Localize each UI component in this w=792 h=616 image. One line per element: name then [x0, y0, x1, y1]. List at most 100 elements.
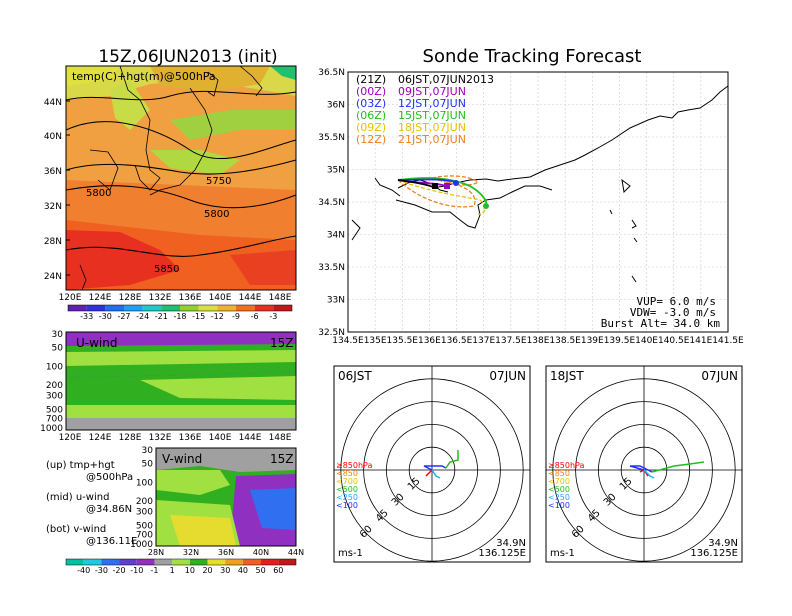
track-lon-tick: 141E: [689, 336, 712, 346]
wind-colorbar-swatch: [83, 559, 102, 565]
tracking-lon-ticks: 134.5E 135E 135.5E 136E 136.5E 137E 137.5E 138E…: [332, 336, 744, 346]
track-lat-tick: 34.5N: [318, 198, 345, 208]
wind-colorbar-label: 10: [185, 566, 195, 575]
temp-lat-tick: 36N: [44, 167, 62, 177]
wind-colorbar-label: 30: [220, 566, 230, 575]
uwind-section: U-wind 15Z: [65, 331, 297, 431]
legend-bot: (bot) v-wind: [46, 524, 106, 535]
wind-colorbar-swatch: [136, 559, 155, 565]
polar-legend-item: <850: [548, 469, 570, 478]
vwind-pressure-tick: 50: [142, 460, 154, 470]
uwind-pressure-tick: 30: [52, 330, 64, 340]
launch-time: 09JST,07JUN: [398, 85, 466, 98]
polar-legend-item: ≥850hPa: [548, 461, 585, 470]
temp-colorbar-swatch: [236, 305, 255, 311]
temp-colorbar-label: -33: [80, 312, 93, 321]
polar-lat: 34.9N: [496, 538, 526, 549]
launch-code: (06Z): [356, 109, 386, 122]
temp-colorbar-swatch: [142, 305, 162, 311]
uwind-lon-tick: 136E: [179, 433, 202, 443]
wind-colorbar-swatch: [154, 559, 173, 565]
polar-lon: 136.125E: [478, 548, 526, 559]
temp-lon-tick: 132E: [149, 293, 172, 303]
wind-colorbar-swatch: [66, 559, 84, 565]
temp-lon-tick: 124E: [89, 293, 112, 303]
vup-param: VUP= 6.0 m/s: [637, 295, 716, 308]
temp-lat-tick: 28N: [44, 237, 62, 247]
track-lon-tick: 141.5E: [712, 336, 744, 346]
temp-lon-tick: 136E: [179, 293, 202, 303]
polar-legend-item: <700: [336, 477, 358, 486]
temp-colorbar-label: -6: [251, 312, 259, 321]
vwind-lat-tick: 32N: [183, 548, 199, 557]
temp-map-lat-ticks: 44N 40N 36N 32N 28N 24N: [44, 98, 70, 282]
vwind-pressure-tick: 700: [136, 530, 153, 540]
vwind-lat-tick: 36N: [218, 548, 234, 557]
polar-unit: ms-1: [338, 548, 363, 559]
temp-colorbar-label: -24: [136, 312, 149, 321]
wind-colorbar-swatch: [189, 559, 208, 565]
uwind-time: 15Z: [270, 336, 294, 350]
temp-colorbar-swatch: [161, 305, 180, 311]
polar-legend-item: <700: [548, 477, 570, 486]
wind-colorbar: -40 -30 -20 -10 -1 1 10 20 30 40 50 60: [65, 558, 297, 575]
temp-colorbar-label: -12: [211, 312, 224, 321]
contour-label-5850: 5850: [154, 264, 179, 275]
polar-legend-item: <250: [336, 493, 358, 502]
temp-colorbar-label: -3: [269, 312, 277, 321]
temp-lat-tick: 40N: [44, 132, 62, 142]
right-title: Sonde Tracking Forecast: [423, 46, 642, 67]
track-lat-tick: 32.5N: [318, 328, 345, 338]
temp-map-lon-ticks: 120E 124E 128E 132E 136E 140E 144E 148E: [59, 293, 292, 303]
uwind-lon-ticks: 120E 124E 128E 132E 136E 140E 144E 148E: [59, 433, 292, 443]
panel-legend: (up) tmp+hgt @500hPa (mid) u-wind @34.86…: [46, 460, 137, 547]
vwind-pressure-tick: 200: [136, 497, 153, 507]
vwind-pressure-tick: 1000: [130, 540, 153, 550]
wind-colorbar-label: -30: [95, 566, 108, 575]
uwind-pressure-tick: 50: [52, 344, 64, 354]
temp-colorbar-label: -21: [155, 312, 168, 321]
uwind-lon-tick: 120E: [59, 433, 82, 443]
temp-colorbar-label: -18: [173, 312, 186, 321]
polar-legend-item: <250: [548, 493, 570, 502]
wind-colorbar-label: 60: [273, 566, 283, 575]
wind-colorbar-label: -10: [130, 566, 143, 575]
uwind-lon-tick: 128E: [119, 433, 142, 443]
launch-code: (12Z): [356, 133, 386, 146]
temp-colorbar-label: -9: [232, 312, 240, 321]
legend-up: (up) tmp+hgt: [46, 460, 115, 471]
polar-track: [629, 465, 653, 473]
launch-code: (00Z): [356, 85, 386, 98]
vwind-lat-ticks: 28N 32N 36N 40N 44N: [148, 548, 304, 557]
uwind-pressure-tick: 500: [46, 405, 63, 415]
temp-colorbar-frame: [67, 304, 293, 312]
wind-colorbar-swatch: [225, 559, 243, 565]
track-lon-tick: 136.5E: [441, 336, 473, 346]
uwind-pressure-tick: 100: [46, 362, 63, 372]
temp-lat-tick: 32N: [44, 202, 62, 212]
polar-track: [643, 469, 655, 479]
track-lon-tick: 140E: [635, 336, 658, 346]
tracking-lat-ticks: 36.5N 36N 35.5N 35N 34.5N 34N 33.5N 33N 32.5N: [318, 68, 345, 338]
contour-label-5800-b: 5800: [204, 209, 229, 220]
track-lon-tick: 140.5E: [658, 336, 690, 346]
uwind-pressure-tick: 300: [46, 392, 63, 402]
temp-lon-tick: 144E: [239, 293, 262, 303]
track-lon-tick: 139.5E: [604, 336, 636, 346]
vwind-pressure-tick: 300: [136, 508, 153, 518]
polar-track: [425, 469, 433, 477]
wind-colorbar-label: -1: [150, 566, 158, 575]
polar-date: 07JUN: [701, 369, 738, 383]
vdw-param: VDW= -3.0 m/s: [630, 306, 716, 319]
launch-time: 15JST,07JUN: [398, 109, 466, 122]
temp-colorbar-swatch: [86, 305, 106, 311]
wind-colorbar-swatch: [207, 559, 226, 565]
track-lon-tick: 137.5E: [495, 336, 527, 346]
polar-unit: ms-1: [550, 548, 575, 559]
launch-code: (21Z): [356, 73, 386, 86]
legend-mid-2: @34.86N: [86, 504, 132, 515]
polar-track: [423, 465, 447, 471]
contour-label-5800-a: 5800: [86, 188, 111, 199]
